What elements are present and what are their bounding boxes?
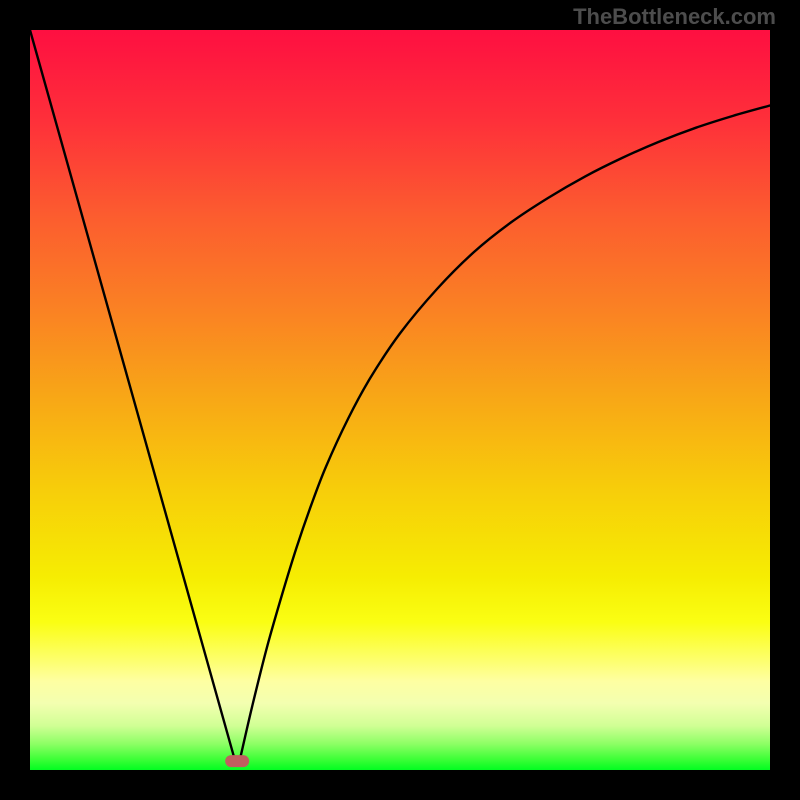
plot-area (30, 30, 770, 770)
chart-svg (30, 30, 770, 770)
watermark-text: TheBottleneck.com (573, 4, 776, 30)
bottleneck-marker (225, 755, 249, 767)
